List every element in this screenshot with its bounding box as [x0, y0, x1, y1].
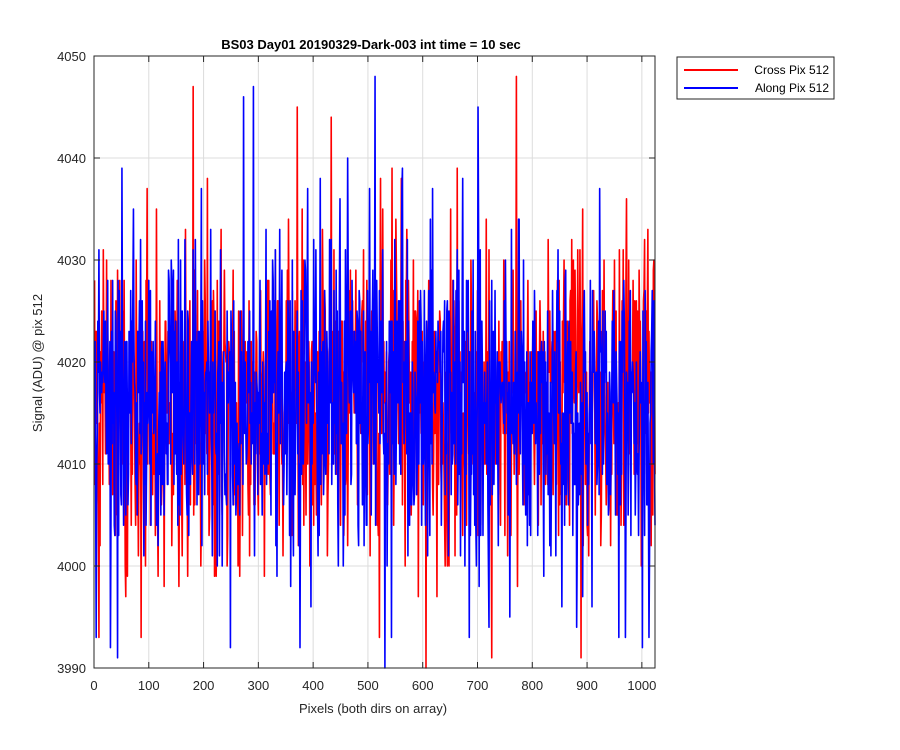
x-tick-label: 800: [521, 678, 543, 693]
x-tick-label: 900: [576, 678, 598, 693]
x-tick-label: 100: [138, 678, 160, 693]
x-axis-label: Pixels (both dirs on array): [299, 701, 447, 716]
x-tick-label: 400: [302, 678, 324, 693]
x-tick-label: 700: [467, 678, 489, 693]
legend-label-cross: Cross Pix 512: [754, 63, 829, 77]
y-tick-label: 3990: [57, 661, 86, 676]
legend: Cross Pix 512 Along Pix 512: [676, 56, 835, 100]
x-tick-label: 1000: [627, 678, 656, 693]
x-tick-label: 600: [412, 678, 434, 693]
y-tick-label: 4000: [57, 559, 86, 574]
y-tick-label: 4030: [57, 253, 86, 268]
y-tick-label: 4050: [57, 49, 86, 64]
ticks: 0 100 200 300 400 500 600 700 800 900 1000 3990 4000…: [57, 49, 656, 693]
plot-area: 0 100 200 300 400 500 600 700 800 900 1000 3990 4000…: [57, 49, 656, 693]
y-tick-label: 4040: [57, 151, 86, 166]
y-tick-label: 4020: [57, 355, 86, 370]
series-line-along-pix-512: [93, 75, 656, 669]
y-axis-label: Signal (ADU) @ pix 512: [30, 294, 45, 432]
x-tick-label: 500: [357, 678, 379, 693]
x-tick-label: 200: [193, 678, 215, 693]
chart-title: BS03 Day01 20190329-Dark-003 int time = …: [221, 37, 521, 52]
axes-box: [93, 55, 656, 669]
legend-box: [676, 56, 835, 100]
x-tick-label: 300: [248, 678, 270, 693]
legend-label-along: Along Pix 512: [755, 81, 829, 95]
x-tick-label: 0: [90, 678, 97, 693]
series-layer: [93, 75, 656, 669]
y-tick-label: 4010: [57, 457, 86, 472]
